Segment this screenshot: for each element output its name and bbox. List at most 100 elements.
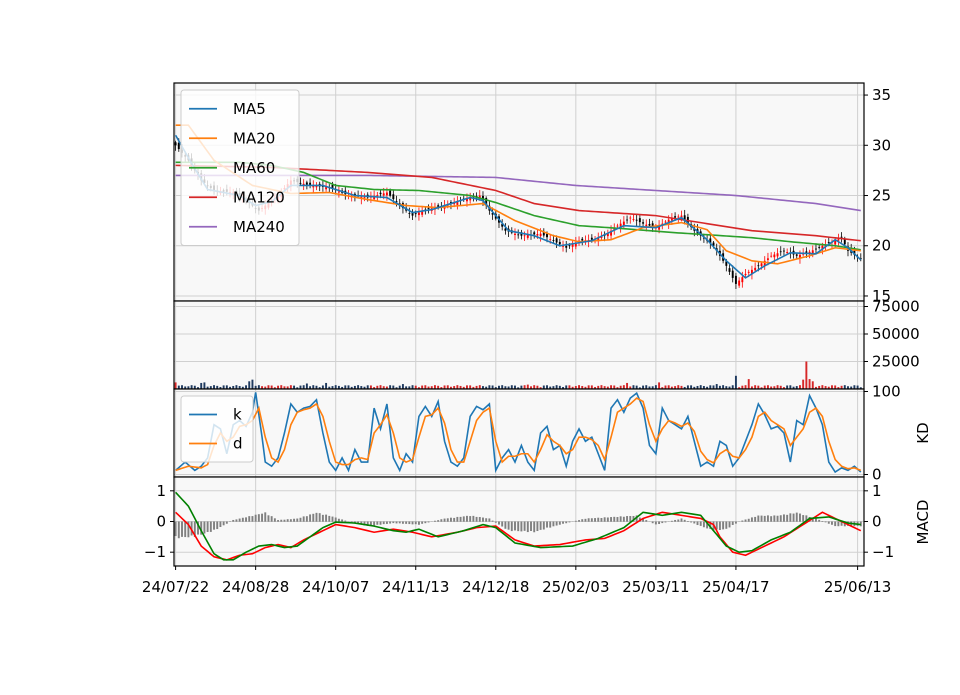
macd-hist-bar — [287, 519, 289, 522]
volume-bar — [812, 381, 814, 389]
candle-body — [665, 222, 667, 223]
candle-body — [626, 220, 628, 221]
macd-hist-bar — [492, 521, 494, 522]
macd-hist-bar — [239, 519, 241, 522]
macd-hist-bar — [479, 517, 481, 522]
macd-hist-bar — [472, 516, 474, 522]
macd-hist-bar — [383, 522, 385, 525]
macd-hist-bar — [514, 522, 516, 531]
macd-hist-bar — [405, 522, 407, 524]
volume-bar — [626, 383, 628, 389]
macd-hist-bar — [834, 522, 836, 527]
candle-body — [527, 235, 529, 238]
candle-body — [748, 272, 750, 273]
macd-hist-bar — [242, 518, 244, 522]
macd-hist-bar — [328, 516, 330, 522]
macd-hist-bar — [264, 512, 266, 521]
macd-hist-bar — [482, 518, 484, 522]
candle-body — [316, 186, 318, 187]
macd-hist-bar — [562, 522, 564, 524]
macd-hist-bar — [415, 522, 417, 525]
macd-hist-bar — [745, 519, 747, 521]
macd-hist-bar — [219, 522, 221, 527]
macd-hist-bar — [271, 516, 273, 522]
x-tick-label: 25/06/13 — [824, 578, 891, 596]
legend-label: d — [233, 435, 243, 453]
y-tick-label: 0 — [156, 513, 166, 531]
macd-hist-bar — [565, 522, 567, 524]
macd-hist-bar — [284, 520, 286, 522]
macd-hist-bar — [396, 522, 398, 524]
volume-bar — [248, 381, 250, 389]
macd-hist-bar — [293, 519, 295, 522]
candle-body — [623, 222, 625, 226]
macd-hist-bar — [568, 522, 570, 523]
candle-body — [633, 219, 635, 220]
macd-hist-bar — [780, 515, 782, 521]
panel-background — [174, 301, 864, 389]
macd-hist-bar — [581, 519, 583, 521]
macd-hist-bar — [549, 522, 551, 528]
candle-body — [392, 194, 394, 199]
candle-body — [770, 256, 772, 257]
macd-axis-label: MACD — [914, 500, 932, 545]
candle-body — [815, 249, 817, 250]
legend-label: MA5 — [233, 100, 266, 118]
macd-hist-bar — [184, 522, 186, 538]
macd-hist-bar — [655, 522, 657, 525]
volume-bar — [200, 383, 202, 389]
macd-hist-bar — [338, 519, 340, 522]
macd-hist-bar — [671, 521, 673, 522]
candle-body — [796, 254, 798, 255]
legend-label: MA60 — [233, 159, 275, 177]
macd-hist-bar — [533, 522, 535, 533]
candle-body — [645, 225, 647, 226]
macd-hist-bar — [661, 522, 663, 524]
macd-hist-bar — [469, 516, 471, 522]
macd-hist-bar — [741, 521, 743, 522]
macd-hist-bar — [178, 522, 180, 539]
candle-body — [745, 274, 747, 275]
macd-hist-bar — [799, 514, 801, 522]
macd-hist-bar — [677, 520, 679, 522]
macd-hist-bar — [777, 516, 779, 522]
macd-hist-bar — [232, 520, 234, 522]
macd-hist-bar — [610, 517, 612, 522]
macd-hist-bar — [408, 522, 410, 525]
macd-hist-bar — [226, 522, 228, 524]
candle-body — [380, 193, 382, 194]
macd-hist-bar — [546, 522, 548, 528]
macd-hist-bar — [524, 522, 526, 531]
macd-hist-bar — [600, 518, 602, 522]
y-tick-label: 25 — [872, 187, 891, 205]
macd-hist-bar — [300, 518, 302, 522]
volume-bar — [402, 384, 404, 389]
candle-body — [639, 218, 641, 222]
candle-body — [729, 268, 731, 272]
macd-hist-bar — [613, 517, 615, 522]
candle-body — [773, 255, 775, 258]
candle-body — [565, 246, 567, 248]
macd-hist-bar — [216, 522, 218, 530]
y-tick-label: 0 — [872, 466, 882, 484]
legend-label: MA240 — [233, 218, 285, 236]
macd-hist-bar — [341, 519, 343, 521]
candle-body — [383, 193, 385, 195]
macd-hist-bar — [235, 519, 237, 521]
macd-hist-bar — [540, 522, 542, 530]
candle-body — [517, 234, 519, 235]
macd-hist-bar — [466, 516, 468, 522]
macd-hist-bar — [802, 515, 804, 522]
volume-bar — [175, 382, 177, 389]
x-tick-label: 24/08/28 — [222, 578, 289, 596]
y-tick-label: −1 — [144, 543, 166, 561]
candle-body — [376, 195, 378, 196]
candle-body — [568, 245, 570, 246]
macd-hist-bar — [818, 520, 820, 522]
macd-hist-bar — [825, 522, 827, 523]
macd-hist-bar — [697, 522, 699, 526]
legend-label: MA20 — [233, 129, 275, 147]
candle-body — [777, 253, 779, 256]
